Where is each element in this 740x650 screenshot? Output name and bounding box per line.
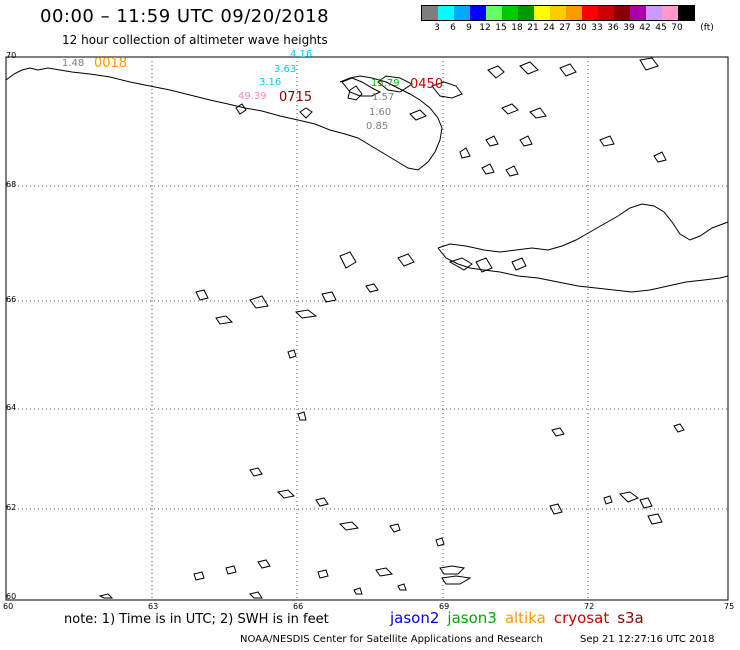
lat-label-64: 64 (6, 403, 17, 412)
pass-time: 0450 (410, 77, 444, 92)
map-frame (5, 56, 729, 601)
legend-swatch (454, 6, 470, 20)
legend-swatch (486, 6, 502, 20)
legend-label: 27 (559, 23, 571, 33)
credit-text: NOAA/NESDIS Center for Satellite Applica… (240, 634, 543, 645)
lon-label-72: 72 (584, 602, 595, 611)
lat-label-66: 66 (6, 295, 17, 304)
lat-label-62: 62 (6, 503, 17, 512)
legend-swatch (422, 6, 438, 20)
legend-swatch (550, 6, 566, 20)
legend-label: 70 (671, 23, 683, 33)
lon-label-66: 66 (293, 602, 304, 611)
pass-time: 0018 (94, 56, 128, 71)
satellite-name: s3a (617, 609, 644, 627)
legend-color-bar (421, 5, 695, 21)
legend-swatch (518, 6, 534, 20)
timestamp-text: Sep 21 12:27:16 UTC 2018 (580, 634, 715, 645)
footer-note: note: 1) Time is in UTC; 2) SWH is in fe… (64, 612, 329, 627)
legend-swatch (630, 6, 646, 20)
legend-label: 30 (575, 23, 587, 33)
lon-label-69: 69 (439, 602, 450, 611)
legend-label: 15 (495, 23, 507, 33)
obs-value: 1.57 (372, 92, 395, 103)
legend-label: 9 (466, 23, 472, 33)
legend-swatch (566, 6, 582, 20)
legend-label: 45 (655, 23, 667, 33)
legend-swatch (470, 6, 486, 20)
legend-label: 18 (511, 23, 523, 33)
obs-value: 0.85 (366, 121, 389, 132)
legend-label: 33 (591, 23, 603, 33)
map-title: 00:00 – 11:59 UTC 09/20/2018 (40, 6, 330, 27)
graticule (6, 57, 728, 600)
wave-height-legend: 3 6 9 12 15 18 21 24 27 30 33 36 39 42 45 70 (ft) (421, 5, 714, 35)
obs-value: 49.39 (238, 91, 267, 102)
legend-swatch (534, 6, 550, 20)
obs-value: 15.79 (371, 78, 400, 89)
satellite-name: altika (504, 609, 546, 627)
legend-swatch (582, 6, 598, 20)
legend-swatch (598, 6, 614, 20)
legend-label: 24 (543, 23, 555, 33)
obs-value: 1.60 (369, 107, 392, 118)
legend-label: 3 (434, 23, 440, 33)
lat-label-70: 70 (6, 51, 17, 60)
legend-label: 6 (450, 23, 456, 33)
map-subtitle: 12 hour collection of altimeter wave hei… (62, 33, 328, 47)
legend-label: 21 (527, 23, 539, 33)
pass-time: 0715 (279, 90, 313, 105)
obs-value: 4.16 (290, 49, 313, 60)
obs-value: 1.48 (62, 58, 85, 69)
legend-label: 12 (479, 23, 491, 33)
legend-swatch (678, 6, 694, 20)
satellite-name: jason2 (390, 609, 440, 627)
legend-swatch (438, 6, 454, 20)
legend-swatch (646, 6, 662, 20)
lat-label-68: 68 (6, 180, 17, 189)
legend-swatch (662, 6, 678, 20)
obs-value: 3.16 (259, 77, 282, 88)
legend-swatch (614, 6, 630, 20)
legend-swatch (502, 6, 518, 20)
legend-label: 39 (623, 23, 635, 33)
lon-label-60: 60 (3, 602, 14, 611)
legend-label: 36 (607, 23, 619, 33)
satellite-name: jason3 (447, 609, 497, 627)
satellite-name: cryosat (553, 609, 610, 627)
lon-label-63: 63 (148, 602, 159, 611)
legend-labels: 3 6 9 12 15 18 21 24 27 30 33 36 39 42 45 70 (ft) (421, 23, 714, 35)
coastline (5, 57, 729, 599)
obs-value: 3.63 (274, 64, 297, 75)
legend-label: 42 (639, 23, 651, 33)
lat-label-60: 60 (6, 592, 17, 601)
satellite-legend: jason2 jason3 altika cryosat s3a (390, 609, 652, 627)
legend-unit: (ft) (700, 23, 714, 33)
lon-label-75: 75 (724, 602, 735, 611)
